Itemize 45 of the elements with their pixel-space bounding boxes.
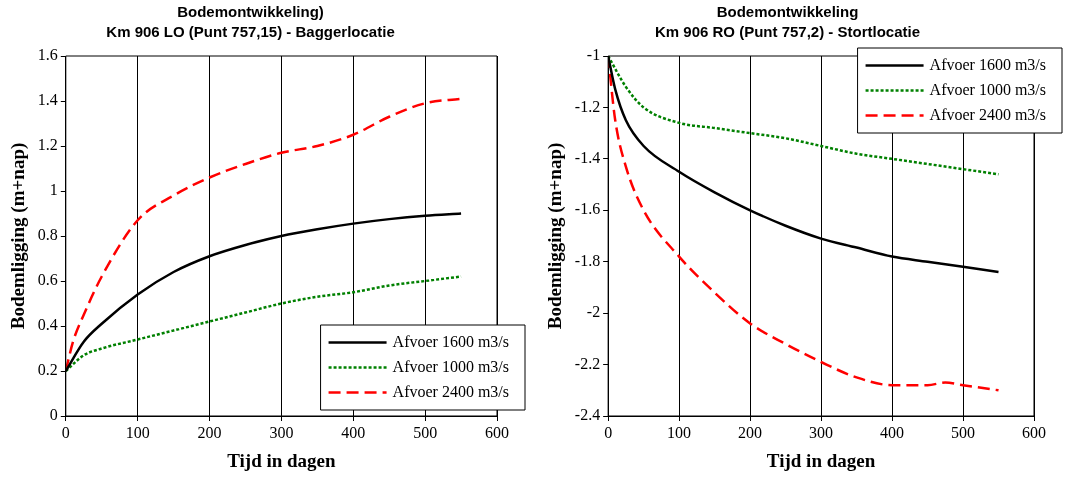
y-tick-label: 0.2 (37, 361, 58, 379)
legend-label: Afvoer 2400 m3/s (929, 105, 1047, 123)
chart-subtitle: Km 906 RO (Punt 757,2) - Stortlocatie (654, 23, 921, 41)
x-axis-title: Tijd in dagen (766, 449, 876, 471)
x-tick-label: 300 (809, 423, 834, 441)
y-tick-label: 1.6 (37, 46, 58, 64)
x-axis-title: Tijd in dagen (227, 449, 337, 471)
x-tick-label: 300 (269, 423, 294, 441)
x-tick-label: 600 (485, 423, 509, 441)
x-tick-label: 200 (738, 423, 763, 441)
x-tick-label: 0 (61, 423, 70, 441)
y-tick-label: 0.6 (37, 271, 58, 289)
x-tick-label: 400 (880, 423, 905, 441)
legend-label: Afvoer 1600 m3/s (929, 55, 1047, 73)
x-tick-label: 600 (1022, 423, 1046, 441)
y-tick-label: 1.2 (37, 136, 58, 154)
y-tick-label: -1.4 (574, 149, 601, 167)
x-tick-label: 500 (413, 423, 438, 441)
legend-label: Afvoer 1600 m3/s (392, 332, 510, 350)
y-axis-title: Bodemligging (m+nap) (7, 142, 30, 330)
legend-label: Afvoer 2400 m3/s (392, 382, 510, 400)
y-axis-title: Bodemligging (m+nap) (544, 142, 567, 330)
x-tick-label: 100 (667, 423, 692, 441)
y-tick-label: -2 (586, 303, 601, 321)
x-tick-label: 500 (951, 423, 976, 441)
y-tick-label: 0 (49, 406, 58, 424)
chart-title: Bodemontwikkeling (716, 3, 859, 21)
y-tick-label: -2.2 (574, 354, 601, 372)
y-tick-label: 1.4 (37, 91, 58, 109)
x-tick-label: 0 (604, 423, 613, 441)
y-tick-label: -1 (586, 46, 601, 64)
y-tick-label: 0.8 (37, 226, 58, 244)
x-tick-label: 200 (197, 423, 222, 441)
y-tick-label: -2.4 (574, 406, 601, 424)
chart-subtitle: Km 906 LO (Punt 757,15) - Baggerlocatie (106, 23, 395, 41)
y-tick-label: 1 (49, 181, 58, 199)
y-tick-label: -1.2 (574, 97, 601, 115)
x-tick-label: 100 (125, 423, 150, 441)
y-tick-label: -1.6 (574, 200, 601, 218)
y-tick-label: -1.8 (574, 251, 601, 269)
y-tick-label: 0.4 (37, 316, 58, 334)
x-tick-label: 400 (341, 423, 366, 441)
legend-label: Afvoer 1000 m3/s (392, 357, 510, 375)
legend-label: Afvoer 1000 m3/s (929, 80, 1047, 98)
chart-title: Bodemontwikkeling) (177, 3, 324, 21)
